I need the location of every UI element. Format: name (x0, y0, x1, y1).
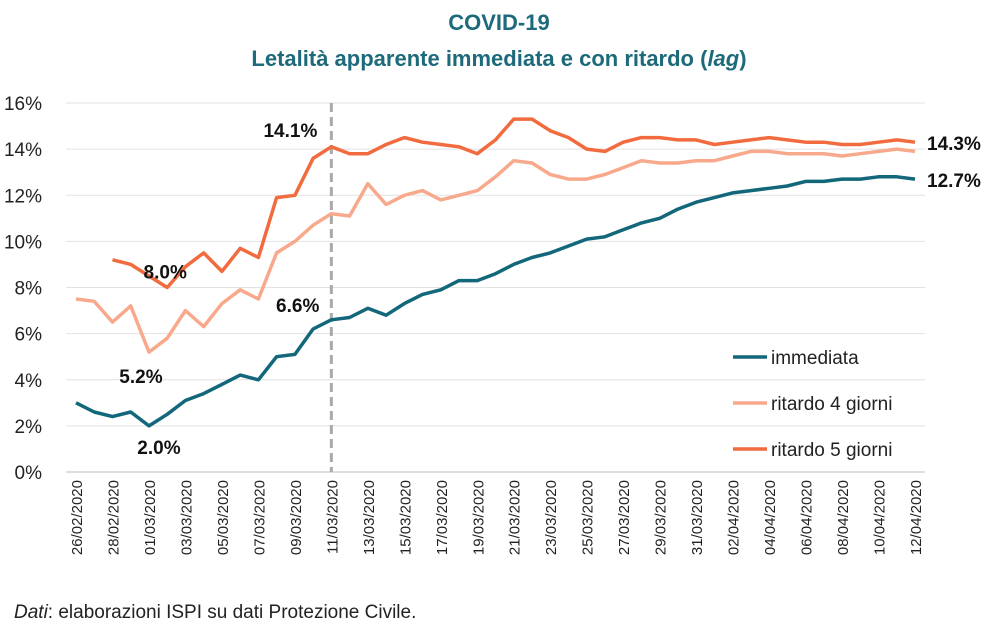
x-tick-label: 17/03/2020 (434, 480, 451, 555)
x-tick-label: 05/03/2020 (215, 480, 232, 555)
data-label: 12.7% (927, 171, 981, 192)
x-tick-label: 25/03/2020 (580, 480, 597, 555)
chart-title: COVID-19 (448, 10, 550, 35)
y-tick-label: 8% (15, 279, 43, 300)
chart-subtitle: Letalità apparente immediata e con ritar… (0, 46, 998, 72)
y-tick-label: 12% (4, 186, 42, 207)
x-tick-label: 31/03/2020 (689, 480, 706, 555)
line-chart: 0% 2% 4% 6% 8% 10% 12% 14% 16% 26/02/2020 28/02/20… (4, 94, 981, 555)
x-tick-label: 27/03/2020 (616, 480, 633, 555)
y-tick-label: 16% (4, 94, 42, 115)
subtitle-close: ) (739, 46, 747, 71)
y-tick-label: 0% (15, 463, 43, 484)
x-tick-label: 19/03/2020 (470, 480, 487, 555)
subtitle-italic: lag (707, 46, 740, 71)
y-tick-label: 2% (15, 417, 43, 438)
y-tick-label: 14% (4, 140, 42, 161)
series-line (75, 147, 916, 354)
x-tick-label: 06/04/2020 (799, 480, 816, 555)
x-tick-label: 26/02/2020 (69, 480, 86, 555)
x-tick-label: 21/03/2020 (507, 480, 524, 555)
x-tick-label: 09/03/2020 (288, 480, 305, 555)
x-tick-label: 11/03/2020 (324, 480, 341, 554)
legend-label: immediata (771, 348, 859, 369)
legend-label: ritardo 5 giorni (771, 440, 892, 461)
y-tick-label: 10% (4, 232, 42, 253)
x-tick-label: 15/03/2020 (397, 480, 414, 555)
y-tick-label: 6% (15, 325, 43, 346)
subtitle-main: Letalità apparente immediata e con ritar… (251, 46, 708, 71)
x-tick-label: 01/03/2020 (142, 480, 159, 555)
data-label: 8.0% (144, 263, 187, 284)
x-tick-label: 12/04/2020 (908, 480, 925, 555)
series-line (112, 117, 916, 290)
data-label: 14.1% (263, 121, 317, 142)
data-label: 6.6% (276, 296, 319, 317)
source-italic: Dati (14, 602, 48, 623)
x-tick-label: 28/02/2020 (105, 480, 122, 555)
legend-label: ritardo 4 giorni (771, 394, 892, 415)
x-tick-label: 02/04/2020 (726, 480, 743, 555)
source-text: : elaborazioni ISPI su dati Protezione C… (47, 602, 417, 623)
x-tick-label: 29/03/2020 (653, 480, 670, 555)
y-tick-label: 4% (15, 371, 43, 392)
data-label: 14.3% (927, 134, 981, 155)
source-note: Dati: elaborazioni ISPI su dati Protezio… (14, 602, 416, 624)
x-tick-label: 13/03/2020 (361, 480, 378, 555)
data-label: 2.0% (137, 438, 180, 459)
x-tick-label: 04/04/2020 (762, 480, 779, 555)
x-tick-label: 23/03/2020 (543, 480, 560, 555)
x-tick-label: 08/04/2020 (835, 480, 852, 555)
x-tick-label: 10/04/2020 (872, 480, 889, 555)
series-line (75, 175, 916, 428)
x-tick-label: 07/03/2020 (251, 480, 268, 555)
data-label: 5.2% (119, 367, 162, 388)
x-tick-label: 03/03/2020 (178, 480, 195, 555)
